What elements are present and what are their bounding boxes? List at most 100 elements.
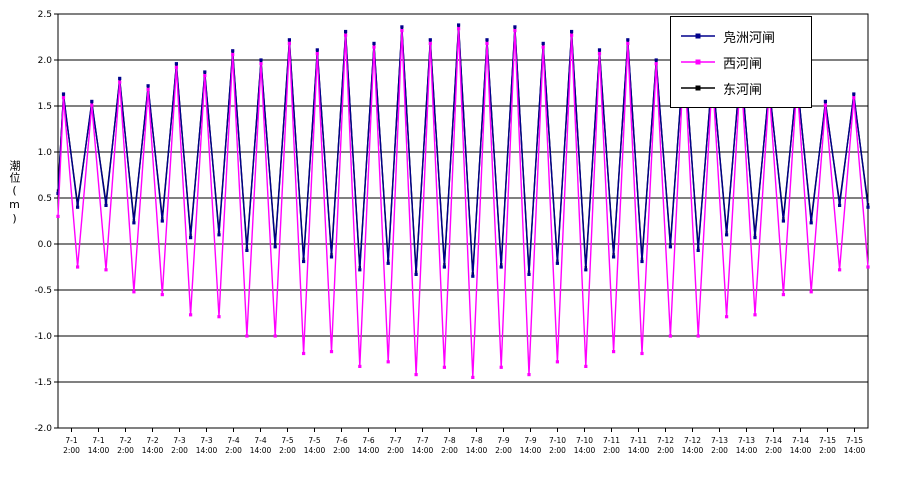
series-marker bbox=[471, 274, 475, 278]
series-marker bbox=[654, 62, 658, 66]
series-marker bbox=[245, 334, 249, 338]
series-marker bbox=[104, 203, 108, 207]
x-tick-label-time: 14:00 bbox=[412, 446, 434, 455]
series-marker bbox=[499, 365, 503, 369]
series-marker bbox=[725, 233, 729, 237]
series-marker bbox=[457, 23, 461, 27]
x-tick-label-date: 7-4 bbox=[254, 436, 266, 445]
series-marker bbox=[231, 52, 235, 57]
series-marker bbox=[259, 62, 263, 66]
series-marker bbox=[217, 315, 221, 319]
series-marker bbox=[442, 365, 446, 369]
x-tick-label-date: 7-13 bbox=[738, 436, 755, 445]
x-tick-label-time: 2:00 bbox=[117, 446, 134, 455]
legend-marker bbox=[695, 59, 701, 65]
series-marker bbox=[146, 84, 150, 88]
series-marker bbox=[866, 265, 870, 269]
series-marker bbox=[725, 315, 729, 319]
x-tick-label-date: 7-15 bbox=[819, 436, 836, 445]
series-marker bbox=[541, 41, 545, 45]
series-marker bbox=[753, 313, 757, 317]
series-marker bbox=[344, 29, 348, 34]
y-tick-label: 1.0 bbox=[38, 148, 53, 158]
series-marker bbox=[259, 58, 263, 62]
x-tick-label-date: 7-2 bbox=[119, 436, 131, 445]
y-tick-label: -1.0 bbox=[34, 332, 52, 342]
x-tick-label-date: 7-7 bbox=[389, 436, 401, 445]
legend-item: 东河闸 bbox=[681, 75, 801, 101]
x-tick-label-date: 7-13 bbox=[711, 436, 728, 445]
x-tick-label-time: 14:00 bbox=[196, 446, 218, 455]
series-marker bbox=[90, 99, 94, 103]
series-marker bbox=[302, 259, 306, 264]
x-tick-label-time: 14:00 bbox=[250, 446, 272, 455]
legend-label: 凫洲河闸 bbox=[723, 30, 776, 46]
series-marker bbox=[358, 364, 362, 368]
x-tick-label-time: 2:00 bbox=[333, 446, 350, 455]
series-marker bbox=[781, 293, 785, 297]
x-tick-label-date: 7-5 bbox=[281, 436, 293, 445]
x-tick-label-time: 14:00 bbox=[88, 446, 110, 455]
plot-border bbox=[57, 13, 869, 429]
series-marker bbox=[541, 45, 545, 49]
series-marker bbox=[471, 375, 475, 379]
x-tick-label-time: 14:00 bbox=[736, 446, 758, 455]
series-marker bbox=[513, 25, 517, 29]
x-tick-label-date: 7-7 bbox=[416, 436, 428, 445]
series-marker bbox=[428, 38, 432, 42]
x-tick-label-time: 2:00 bbox=[657, 446, 674, 455]
series-marker bbox=[696, 334, 700, 338]
series-marker bbox=[485, 41, 489, 45]
series-marker bbox=[597, 52, 602, 56]
y-tick-label: 0.5 bbox=[38, 194, 52, 204]
series-marker bbox=[809, 221, 813, 225]
x-tick-label-date: 7-11 bbox=[603, 436, 620, 445]
series-marker bbox=[414, 373, 418, 377]
series-marker bbox=[273, 334, 277, 338]
x-tick-label-date: 7-1 bbox=[92, 436, 104, 445]
series-marker bbox=[809, 290, 813, 294]
series-marker bbox=[56, 214, 60, 218]
y-tick-label: 2.0 bbox=[38, 56, 53, 66]
x-tick-label-time: 14:00 bbox=[466, 446, 488, 455]
y-axis-title: 潮位(m) bbox=[8, 160, 21, 226]
series-marker bbox=[132, 290, 136, 294]
series-marker bbox=[302, 351, 306, 356]
legend-label: 西河闸 bbox=[723, 56, 763, 72]
legend-line-sample bbox=[681, 59, 715, 65]
series-marker bbox=[386, 261, 390, 265]
legend-item: 凫洲河闸 bbox=[681, 23, 801, 49]
series-marker bbox=[118, 80, 122, 84]
x-tick-label-time: 2:00 bbox=[387, 446, 404, 455]
series-marker bbox=[90, 103, 94, 107]
series-marker bbox=[358, 268, 362, 272]
series-marker bbox=[231, 49, 235, 53]
legend-item: 西河闸 bbox=[681, 49, 801, 75]
series-marker bbox=[315, 52, 319, 56]
series-marker bbox=[189, 313, 193, 317]
x-tick-label-time: 2:00 bbox=[171, 446, 188, 455]
x-tick-label-date: 7-14 bbox=[792, 436, 809, 445]
series-marker bbox=[457, 27, 461, 31]
series-marker bbox=[527, 373, 531, 377]
x-tick-label-time: 14:00 bbox=[844, 446, 866, 455]
series-marker bbox=[823, 99, 827, 103]
x-tick-label-time: 14:00 bbox=[304, 446, 326, 455]
series-marker bbox=[329, 255, 334, 259]
x-tick-label-date: 7-1 bbox=[65, 436, 77, 445]
x-tick-label-date: 7-12 bbox=[657, 436, 674, 445]
x-tick-label-date: 7-10 bbox=[576, 436, 593, 445]
series-marker bbox=[315, 48, 319, 52]
series-marker bbox=[626, 41, 630, 45]
series-marker bbox=[273, 245, 277, 249]
x-tick-label-date: 7-4 bbox=[227, 436, 239, 445]
x-tick-label-date: 7-3 bbox=[200, 436, 212, 445]
series-marker bbox=[640, 259, 644, 264]
x-tick-label-time: 2:00 bbox=[819, 446, 836, 455]
series-marker bbox=[823, 103, 827, 107]
series-marker bbox=[612, 350, 616, 354]
x-tick-label-date: 7-2 bbox=[146, 436, 158, 445]
x-tick-label-date: 7-11 bbox=[630, 436, 647, 445]
series-marker bbox=[570, 33, 574, 37]
